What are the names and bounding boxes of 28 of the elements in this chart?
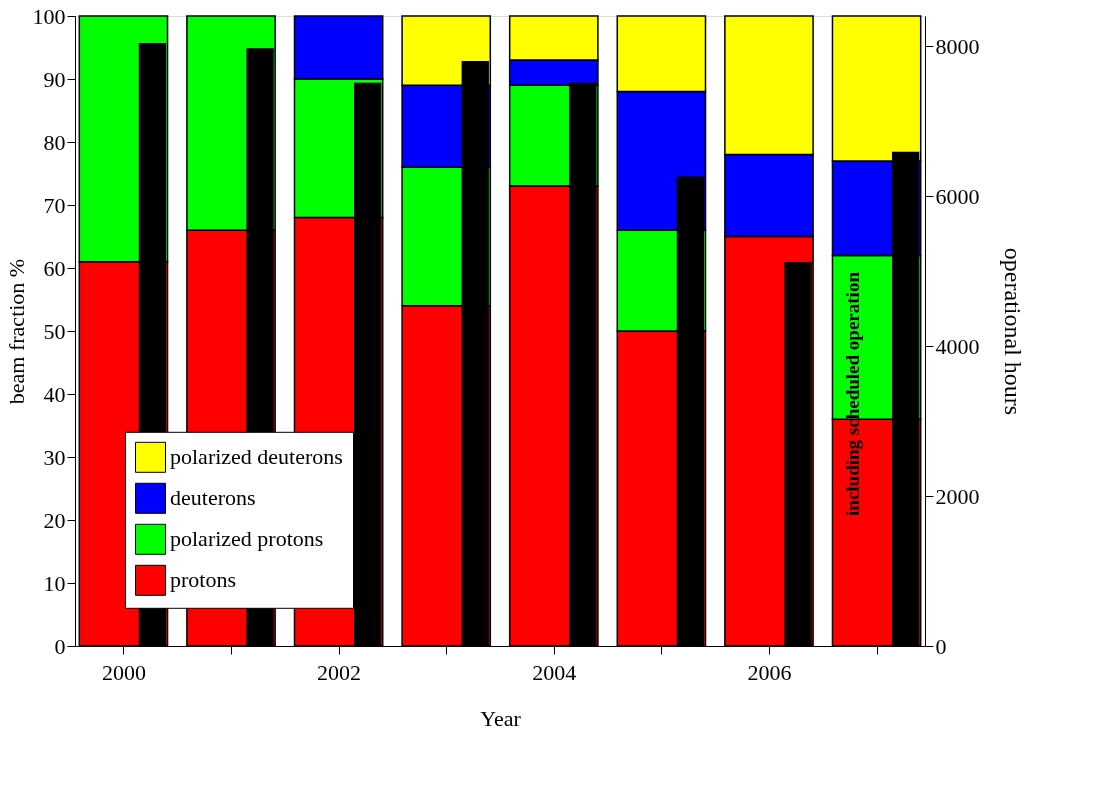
y2-tick-label: 0 [935, 633, 947, 659]
x-tick-label: 2004 [532, 659, 577, 685]
legend-label: polarized protons [170, 526, 324, 552]
legend-label: protons [170, 567, 236, 593]
y-tick-label: 90 [43, 66, 66, 92]
x-axis-title: Year [480, 705, 522, 731]
y2-tick-label: 4000 [935, 333, 980, 359]
y-tick-label: 40 [43, 381, 66, 407]
y-tick-label: 20 [43, 507, 66, 533]
y-tick-label: 10 [43, 570, 66, 596]
y-tick-label: 70 [43, 192, 66, 218]
x-tick-label: 2006 [747, 659, 792, 685]
y-tick-label: 80 [43, 129, 66, 155]
legend-label: deuterons [170, 485, 256, 511]
y-tick-label: 100 [32, 3, 66, 29]
y-axis-title: beam fraction % [3, 258, 29, 405]
y2-tick-label: 6000 [935, 183, 980, 209]
annotation: including scheduled operation [841, 271, 863, 516]
legend-label: polarized deuterons [170, 444, 343, 470]
x-tick-label: 2000 [101, 659, 146, 685]
y2-tick-label: 2000 [935, 483, 980, 509]
x-tick-label: 2002 [317, 659, 362, 685]
y-tick-label: 0 [54, 633, 66, 659]
y2-axis-title: operational hours [999, 247, 1026, 416]
y-tick-label: 60 [43, 255, 66, 281]
y2-tick-label: 8000 [935, 33, 980, 59]
y-tick-label: 50 [43, 318, 66, 344]
y-tick-label: 30 [43, 444, 66, 470]
